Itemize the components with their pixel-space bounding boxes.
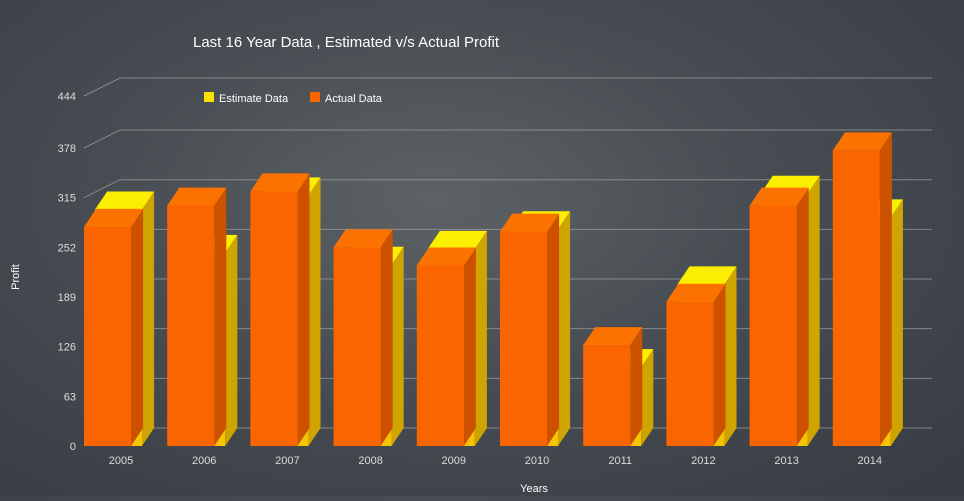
estimate-bar-side: [142, 191, 155, 446]
actual-bar-front: [250, 191, 298, 446]
estimate-bar-top: [95, 191, 155, 210]
x-tick-label: 2013: [774, 455, 798, 467]
estimate-bar-top: [677, 266, 737, 285]
actual-bar[interactable]: [416, 247, 476, 446]
chart-title: Last 16 Year Data , Estimated v/s Actual…: [193, 34, 500, 51]
y-tick-label: 378: [58, 143, 76, 155]
actual-bar-side: [214, 187, 227, 446]
actual-bar-top: [167, 187, 227, 206]
x-tick-label: 2010: [525, 455, 549, 467]
estimate-bar-side: [724, 266, 737, 446]
x-tick-label: 2012: [691, 455, 715, 467]
actual-bar[interactable]: [167, 187, 227, 446]
actual-bar-top: [500, 213, 560, 232]
actual-bar[interactable]: [84, 208, 144, 446]
x-tick-label: 2007: [275, 455, 299, 467]
x-tick-label: 2011: [608, 455, 632, 467]
actual-bar[interactable]: [500, 213, 560, 446]
actual-bar-front: [832, 150, 880, 446]
legend: Estimate Data Actual Data: [204, 92, 383, 105]
x-tick-label: 2005: [109, 455, 133, 467]
estimate-bar-top: [427, 230, 487, 249]
actual-bar-top: [250, 173, 310, 192]
actual-bar-top: [84, 208, 144, 227]
actual-bar-front: [416, 265, 464, 446]
estimate-bar-side: [225, 234, 238, 446]
actual-bar-front: [583, 345, 631, 446]
actual-bar-front: [333, 247, 381, 446]
legend-label-estimate: Estimate Data: [219, 93, 289, 105]
x-tick-label: 2014: [858, 455, 882, 467]
y-tick-label: 444: [58, 91, 76, 103]
actual-bar-side: [297, 173, 310, 447]
actual-bar-side: [131, 208, 144, 446]
actual-bar-side: [463, 247, 476, 446]
actual-bar-front: [84, 226, 131, 446]
y-tick-label: 0: [70, 441, 76, 453]
actual-bar-front: [666, 301, 714, 446]
x-tick-label: 2009: [442, 455, 466, 467]
actual-bar-side: [630, 327, 643, 446]
actual-bar[interactable]: [583, 327, 643, 446]
actual-bar-side: [796, 187, 809, 446]
actual-bar[interactable]: [333, 229, 393, 446]
estimate-bar-side: [807, 175, 820, 446]
actual-bar-front: [167, 205, 215, 446]
legend-swatch-estimate: [204, 92, 214, 102]
grid-line: [83, 129, 932, 149]
grid-line: [83, 77, 932, 97]
actual-bar-side: [713, 283, 726, 446]
x-axis-ticks: 2005 2006 2007 2008 2009 2010 2011 2012 2013 2014: [109, 455, 882, 467]
y-tick-label: 63: [64, 391, 76, 403]
estimate-bar-side: [391, 246, 404, 446]
actual-bar[interactable]: [666, 283, 726, 446]
actual-bar-side: [879, 132, 892, 446]
actual-bar-front: [500, 231, 547, 446]
y-axis-label: Profit: [10, 264, 22, 290]
estimate-bar-side: [558, 211, 571, 446]
legend-label-actual: Actual Data: [325, 93, 383, 105]
actual-bar[interactable]: [832, 132, 892, 446]
bars: [84, 132, 903, 447]
actual-bar[interactable]: [749, 187, 809, 446]
legend-swatch-actual: [310, 92, 320, 102]
actual-bar-top: [416, 247, 476, 266]
actual-bar-front: [749, 205, 797, 446]
y-tick-label: 315: [58, 193, 76, 205]
x-axis-label: Years: [520, 483, 548, 495]
estimate-bar-side: [890, 199, 903, 446]
estimate-bar-side: [308, 177, 321, 446]
actual-bar-top: [666, 283, 726, 302]
actual-bar-top: [749, 187, 809, 206]
actual-bar-top: [832, 132, 892, 151]
actual-bar[interactable]: [250, 173, 310, 447]
y-tick-label: 252: [58, 242, 76, 254]
grid-line: [83, 179, 932, 199]
actual-bar-top: [333, 229, 393, 248]
y-tick-label: 189: [58, 292, 76, 304]
x-tick-label: 2006: [192, 455, 216, 467]
actual-bar-side: [547, 213, 560, 446]
actual-bar-top: [583, 327, 643, 346]
x-tick-label: 2008: [358, 455, 382, 467]
y-axis-ticks: 0 63 126 189 252 315 378 444: [58, 91, 76, 453]
estimate-bar-side: [474, 230, 487, 446]
y-tick-label: 126: [58, 342, 76, 354]
estimate-bar-side: [641, 349, 654, 446]
actual-bar-side: [380, 229, 393, 446]
